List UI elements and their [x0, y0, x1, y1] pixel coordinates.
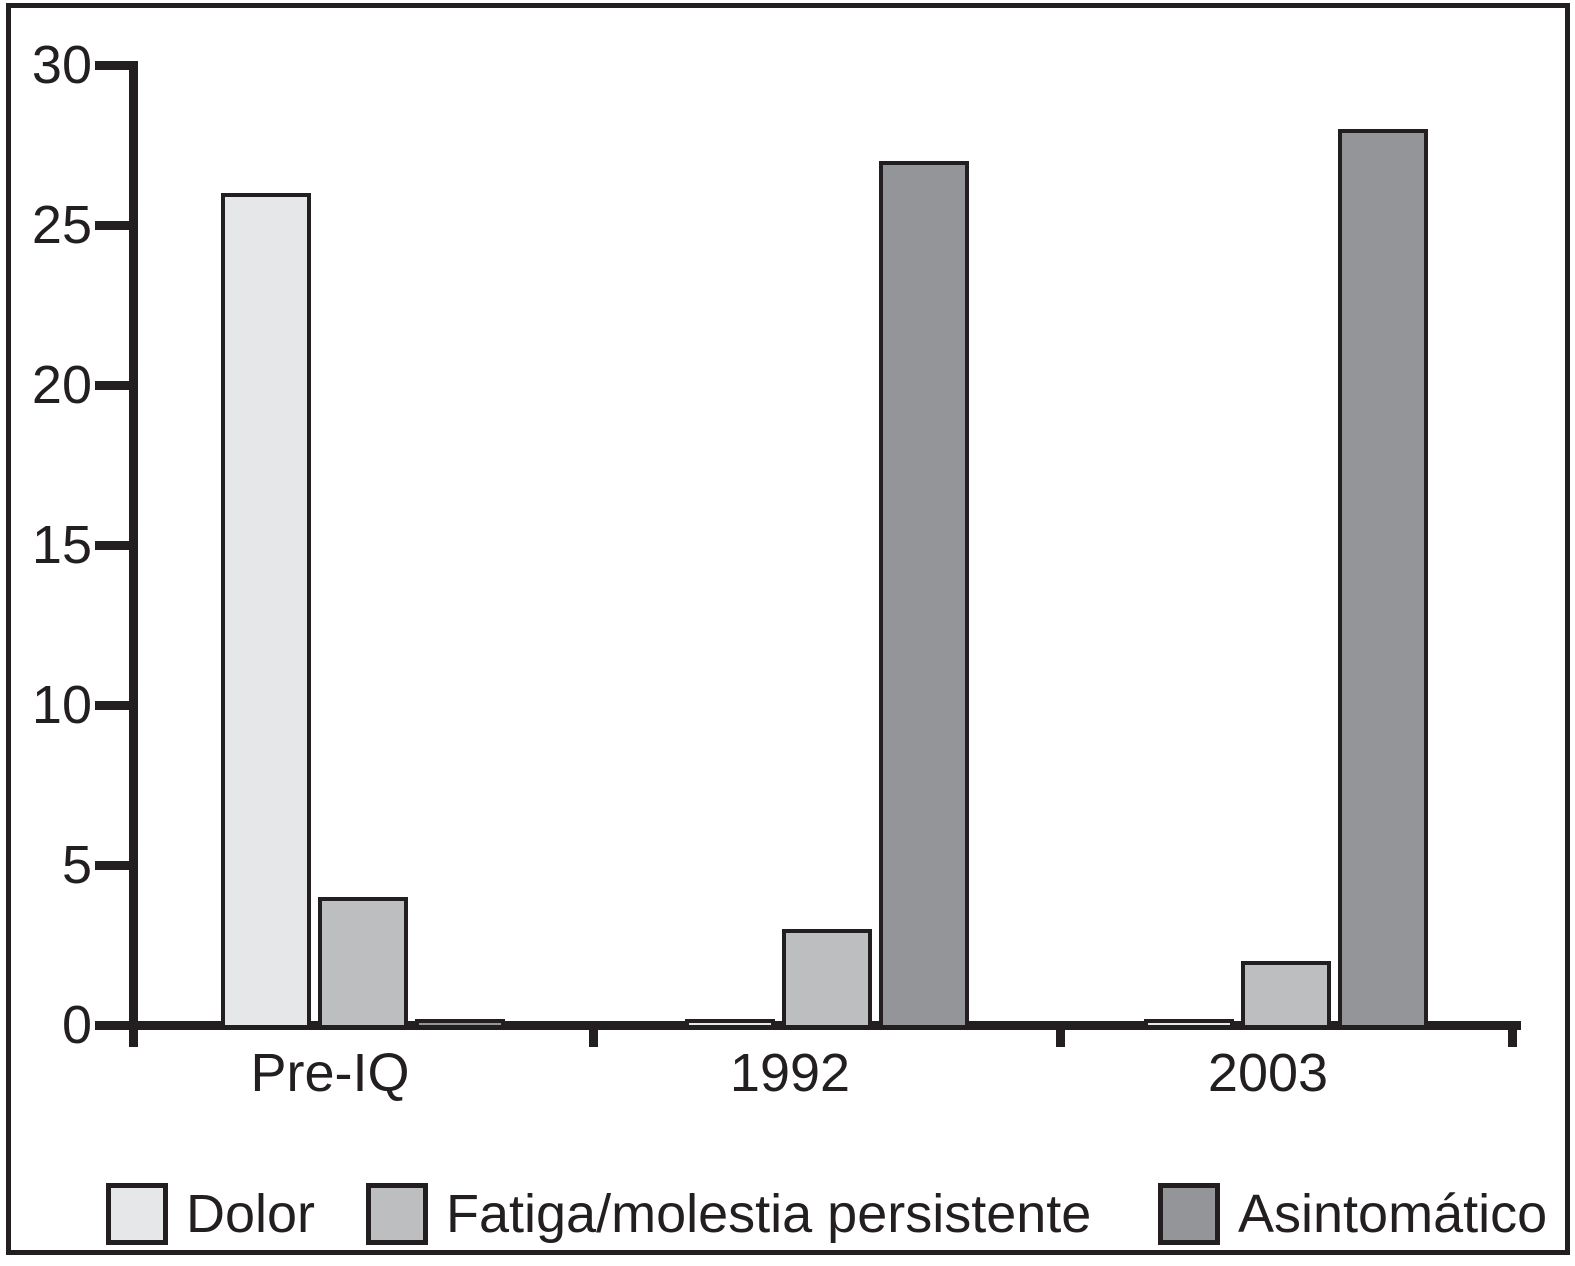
y-tick-label: 5 [61, 835, 92, 895]
y-tick [95, 540, 133, 550]
bar-asintomatico-1992 [878, 161, 969, 1029]
x-category-label-2003: 2003 [1207, 1043, 1329, 1103]
y-tick [95, 60, 133, 70]
y-tick [95, 700, 133, 710]
legend-item-dolor: Dolor [106, 1183, 315, 1245]
x-category-label-1992: 1992 [729, 1043, 851, 1103]
bar-dolor-pre-iq [221, 193, 311, 1029]
legend-swatch-fatiga-molestia-persistente [366, 1183, 428, 1245]
bar-asintomatico-2003 [1338, 129, 1428, 1029]
y-tick [95, 220, 133, 230]
y-tick-label: 15 [31, 515, 92, 575]
bar-fatiga-molestia-persistente-pre-iq [318, 897, 408, 1029]
bar-asintomatico-pre-iq [415, 1018, 505, 1029]
chart-border-frame [6, 3, 1570, 1255]
bar-fatiga-molestia-persistente-1992 [781, 929, 872, 1029]
legend-swatch-asintomatico [1158, 1183, 1220, 1245]
x-tick [588, 1025, 598, 1047]
legend-label-dolor: Dolor [186, 1184, 316, 1244]
bar-fatiga-molestia-persistente-2003 [1241, 961, 1331, 1029]
x-tick [1055, 1025, 1065, 1047]
y-tick [95, 380, 133, 390]
legend-item-asintomatico: Asintomático [1158, 1183, 1547, 1245]
y-tick [95, 860, 133, 870]
y-tick-label: 10 [31, 675, 92, 735]
x-tick [1507, 1025, 1517, 1047]
legend-swatch-dolor [106, 1183, 168, 1245]
y-axis-line [128, 61, 138, 1047]
legend-label-fatiga-molestia-persistente: Fatiga/molestia persistente [446, 1184, 1092, 1244]
y-tick-label: 30 [31, 35, 92, 95]
bar-dolor-2003 [1144, 1018, 1234, 1029]
x-category-label-pre-iq: Pre-IQ [250, 1043, 410, 1103]
bar-dolor-1992 [684, 1018, 775, 1029]
legend-label-asintomatico: Asintomático [1238, 1184, 1548, 1244]
legend-item-fatiga-molestia-persistente: Fatiga/molestia persistente [366, 1183, 1091, 1245]
y-tick-label: 0 [61, 995, 92, 1055]
y-tick-label: 20 [31, 355, 92, 415]
y-tick-label: 25 [31, 195, 92, 255]
